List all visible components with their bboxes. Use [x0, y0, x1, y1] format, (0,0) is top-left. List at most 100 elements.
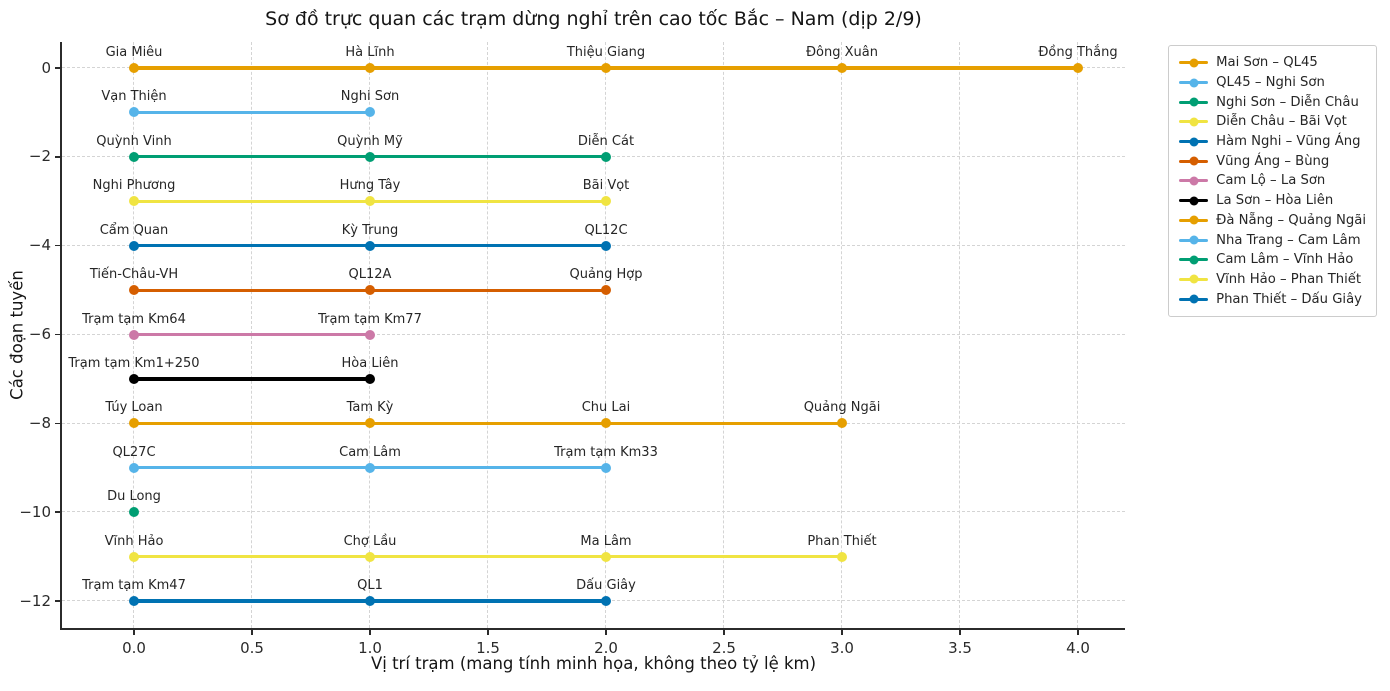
- legend-item: Diễn Châu – Bãi Vọt: [1179, 112, 1366, 132]
- station-marker: [129, 418, 139, 429]
- station-label: Trạm tạm Km1+250: [68, 355, 200, 371]
- station-marker: [365, 329, 375, 340]
- x-tick-label: 0.0: [122, 639, 146, 657]
- legend-label: QL45 – Nghi Sơn: [1216, 75, 1325, 91]
- legend-swatch: [1179, 294, 1209, 304]
- x-tick-mark: [369, 630, 371, 635]
- station-marker: [601, 551, 611, 562]
- station-label: Vĩnh Hảo: [104, 533, 164, 549]
- station-marker: [129, 285, 139, 296]
- station-label: Ma Lâm: [580, 533, 632, 549]
- y-tick-label: −4: [28, 236, 51, 255]
- bottom-spine: [60, 628, 1125, 630]
- x-tick-label: 0.5: [240, 639, 264, 657]
- legend-label: Diễn Châu – Bãi Vọt: [1216, 114, 1347, 130]
- legend-label: Cam Lâm – Vĩnh Hảo: [1216, 252, 1354, 268]
- x-tick-mark: [605, 630, 607, 635]
- station-label: Túy Loan: [105, 400, 163, 416]
- station-label: Hưng Tây: [339, 178, 401, 194]
- legend-marker-dot: [1189, 137, 1199, 147]
- y-tick-label: −2: [28, 147, 51, 166]
- series-line: [134, 332, 370, 337]
- legend-marker-dot: [1189, 294, 1199, 304]
- legend-swatch: [1179, 176, 1209, 186]
- station-marker: [365, 373, 375, 384]
- legend-swatch: [1179, 137, 1209, 147]
- legend-marker-dot: [1189, 255, 1199, 265]
- legend-item: Hàm Nghi – Vũng Áng: [1179, 132, 1366, 152]
- station-marker: [601, 63, 611, 73]
- station-marker: [601, 462, 611, 473]
- station-label: Thiệu Giang: [566, 45, 646, 60]
- x-axis-title: Vị trí trạm (mang tính minh họa, không t…: [370, 654, 817, 673]
- legend-marker-dot: [1189, 215, 1199, 225]
- grid-line-vertical: [959, 42, 961, 628]
- legend-marker-dot: [1189, 235, 1199, 245]
- legend-label: Cam Lộ – La Sơn: [1216, 173, 1326, 189]
- x-tick-mark: [723, 630, 725, 635]
- legend-item: Vũng Áng – Bùng: [1179, 151, 1366, 171]
- x-tick-mark: [959, 630, 961, 635]
- station-marker: [129, 151, 139, 162]
- station-label: Vạn Thiện: [101, 89, 167, 105]
- legend-marker-dot: [1189, 176, 1199, 186]
- grid-line-vertical: [841, 42, 843, 628]
- legend-item: Đà Nẵng – Quảng Ngãi: [1179, 211, 1366, 231]
- legend-swatch: [1179, 215, 1209, 225]
- station-marker: [365, 196, 375, 207]
- station-marker: [365, 240, 375, 251]
- grid-line-vertical: [1077, 42, 1079, 628]
- station-marker: [601, 196, 611, 207]
- station-marker: [129, 240, 139, 251]
- x-tick-mark: [841, 630, 843, 635]
- plot-area: 0.0 0.5 1.0 1.5 2.0 2.5 3.0 3.5 4.0 0 −2 −4 −6 −8 −10 −…: [19, 42, 1125, 657]
- y-tick-mark: [55, 156, 60, 158]
- legend-marker-dot: [1189, 58, 1199, 68]
- station-label: Quảng Ngãi: [803, 400, 881, 416]
- grid-line-horizontal: [62, 333, 1125, 335]
- station-label: Phan Thiết: [807, 533, 877, 549]
- legend-swatch: [1179, 235, 1209, 245]
- station-label: Đông Xuân: [805, 45, 878, 60]
- station-marker: [365, 63, 375, 73]
- legend-item: Nghi Sơn – Diễn Châu: [1179, 92, 1366, 112]
- station-label: Du Long: [107, 489, 161, 505]
- x-tick-mark: [251, 630, 253, 635]
- legend-marker-dot: [1189, 97, 1199, 107]
- legend-item: Cam Lâm – Vĩnh Hảo: [1179, 250, 1366, 270]
- grid-line-vertical: [723, 42, 725, 628]
- station-marker: [129, 551, 139, 562]
- station-marker: [365, 596, 375, 607]
- legend-item: La Sơn – Hòa Liên: [1179, 191, 1366, 211]
- legend-swatch: [1179, 78, 1209, 88]
- y-tick-mark: [55, 333, 60, 336]
- station-marker: [129, 63, 139, 73]
- legend-marker-dot: [1189, 117, 1199, 127]
- station-label: Quỳnh Vinh: [96, 133, 172, 149]
- x-tick-mark: [487, 630, 489, 635]
- station-label: Cẩm Quan: [99, 222, 169, 238]
- series-line: [134, 555, 842, 559]
- x-tick-label: 1.0: [358, 639, 382, 657]
- station-label: Hà Lĩnh: [345, 45, 395, 60]
- station-label: Chợ Lầu: [343, 533, 397, 549]
- y-tick-label: −6: [28, 325, 51, 344]
- station-label: Chu Lai: [581, 400, 631, 416]
- legend-marker-dot: [1189, 156, 1199, 166]
- x-tick-label: 4.0: [1066, 639, 1090, 657]
- station-marker: [365, 151, 375, 162]
- legend-label: Đà Nẵng – Quảng Ngãi: [1216, 212, 1366, 228]
- station-marker: [1073, 63, 1083, 73]
- station-label: Tiến-Châu-VH: [89, 267, 179, 283]
- legend-label: La Sơn – Hòa Liên: [1216, 193, 1334, 209]
- station-marker: [365, 285, 375, 296]
- legend-swatch: [1179, 97, 1209, 107]
- station-marker: [837, 551, 847, 562]
- x-tick-label: 1.5: [476, 639, 500, 657]
- x-tick-label: 2.5: [712, 639, 736, 657]
- legend-label: Mai Sơn – QL45: [1216, 55, 1318, 71]
- legend-label: Nghi Sơn – Diễn Châu: [1216, 94, 1359, 110]
- station-marker: [601, 151, 611, 162]
- station-marker: [365, 418, 375, 429]
